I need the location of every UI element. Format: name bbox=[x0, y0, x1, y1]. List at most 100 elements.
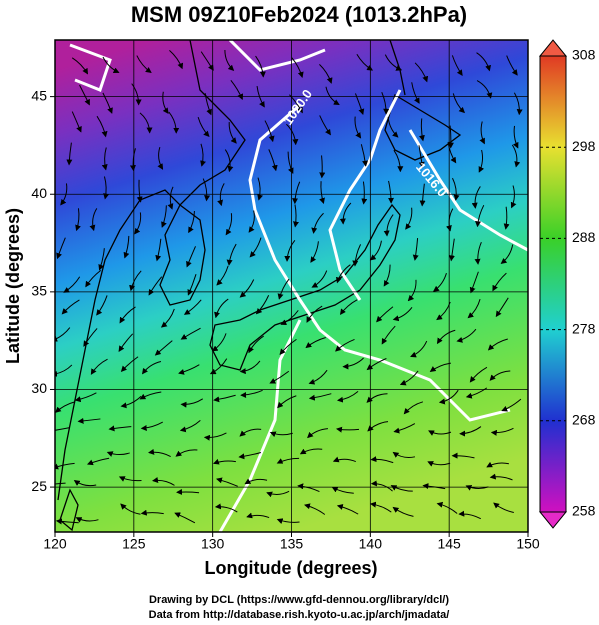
streamline bbox=[155, 238, 162, 262]
streamline bbox=[85, 270, 102, 288]
streamline bbox=[86, 457, 110, 466]
streamline bbox=[469, 271, 479, 294]
streamline bbox=[230, 80, 244, 101]
x-tick-label: 135 bbox=[280, 536, 304, 552]
streamline bbox=[249, 237, 262, 258]
streamline bbox=[451, 452, 475, 459]
streamline bbox=[452, 93, 466, 114]
streamline bbox=[319, 115, 331, 136]
streamline bbox=[405, 207, 413, 230]
streamline bbox=[319, 64, 333, 84]
streamline bbox=[493, 502, 514, 514]
streamline bbox=[367, 421, 389, 432]
streamline bbox=[118, 476, 142, 482]
streamline bbox=[487, 338, 508, 351]
streamline bbox=[160, 308, 175, 328]
colorbar-extend bbox=[538, 39, 568, 57]
streamline bbox=[244, 478, 268, 485]
streamline bbox=[307, 428, 328, 439]
streamline bbox=[224, 149, 234, 173]
streamline bbox=[369, 501, 392, 513]
streamline bbox=[216, 477, 238, 487]
coastline bbox=[57, 40, 246, 501]
streamline bbox=[211, 333, 227, 352]
streamline bbox=[269, 431, 293, 438]
streamline bbox=[381, 325, 396, 345]
streamline bbox=[167, 186, 174, 210]
streamline bbox=[335, 338, 355, 352]
y-axis-label: Latitude (degrees) bbox=[3, 208, 23, 364]
streamline bbox=[197, 116, 210, 138]
streamline bbox=[438, 389, 459, 405]
streamline bbox=[214, 298, 229, 319]
streamline bbox=[388, 180, 395, 204]
streamline bbox=[304, 503, 326, 515]
streamline bbox=[277, 278, 290, 300]
streamline bbox=[336, 391, 359, 403]
streamline bbox=[140, 509, 164, 516]
streamline bbox=[319, 155, 326, 179]
streamline bbox=[291, 57, 304, 79]
streamline bbox=[120, 503, 141, 515]
streamline bbox=[61, 299, 80, 315]
x-tick-label: 120 bbox=[43, 536, 67, 552]
streamline bbox=[277, 395, 297, 409]
streamline bbox=[354, 116, 362, 139]
streamline bbox=[490, 427, 514, 436]
streamline bbox=[311, 212, 324, 234]
streamline bbox=[399, 370, 419, 386]
streamline bbox=[77, 417, 101, 424]
streamline bbox=[269, 370, 290, 384]
streamline bbox=[376, 306, 394, 323]
streamline bbox=[55, 462, 75, 470]
streamline bbox=[96, 115, 108, 138]
colorbar-tick-label: 258 bbox=[572, 503, 596, 519]
streamline bbox=[276, 457, 300, 464]
streamline bbox=[370, 456, 394, 464]
streamline bbox=[83, 328, 98, 347]
streamline bbox=[456, 328, 477, 343]
streamline bbox=[369, 240, 382, 261]
streamline bbox=[447, 125, 454, 149]
streamline bbox=[203, 432, 227, 441]
colorbar bbox=[539, 55, 567, 513]
streamline bbox=[412, 238, 419, 261]
x-tick-label: 145 bbox=[437, 536, 461, 552]
streamline bbox=[392, 506, 414, 517]
streamline bbox=[120, 356, 139, 373]
streamline bbox=[360, 144, 369, 167]
streamline bbox=[384, 54, 403, 71]
streamline bbox=[511, 144, 521, 168]
streamline bbox=[225, 213, 233, 236]
streamline bbox=[98, 248, 105, 271]
streamline bbox=[479, 121, 485, 145]
credit: Drawing by DCL (https://www.gfd-dennou.o… bbox=[149, 594, 449, 606]
streamline bbox=[492, 272, 507, 292]
streamline bbox=[63, 276, 81, 293]
streamline bbox=[447, 141, 457, 164]
streamline bbox=[305, 337, 326, 349]
streamline bbox=[264, 120, 275, 143]
streamline bbox=[467, 298, 481, 319]
streamline bbox=[411, 82, 420, 104]
streamline bbox=[311, 270, 328, 288]
map: 1020.0 1016.0 bbox=[55, 40, 528, 532]
streamline bbox=[139, 391, 162, 400]
streamline bbox=[336, 504, 359, 515]
streamline bbox=[448, 238, 455, 262]
streamline bbox=[178, 364, 200, 375]
streamline bbox=[280, 310, 299, 325]
streamline bbox=[180, 327, 201, 340]
streamline bbox=[286, 123, 299, 146]
streamline bbox=[476, 80, 493, 99]
streamline bbox=[366, 358, 387, 371]
streamline bbox=[129, 148, 136, 172]
streamline bbox=[383, 264, 391, 287]
streamline bbox=[129, 270, 142, 292]
streamline bbox=[266, 490, 290, 498]
streamline bbox=[246, 512, 270, 519]
colorbar-ticks: 258 268 278 288 298 308 bbox=[540, 47, 596, 519]
streamline bbox=[255, 295, 270, 315]
streamline bbox=[55, 364, 73, 377]
